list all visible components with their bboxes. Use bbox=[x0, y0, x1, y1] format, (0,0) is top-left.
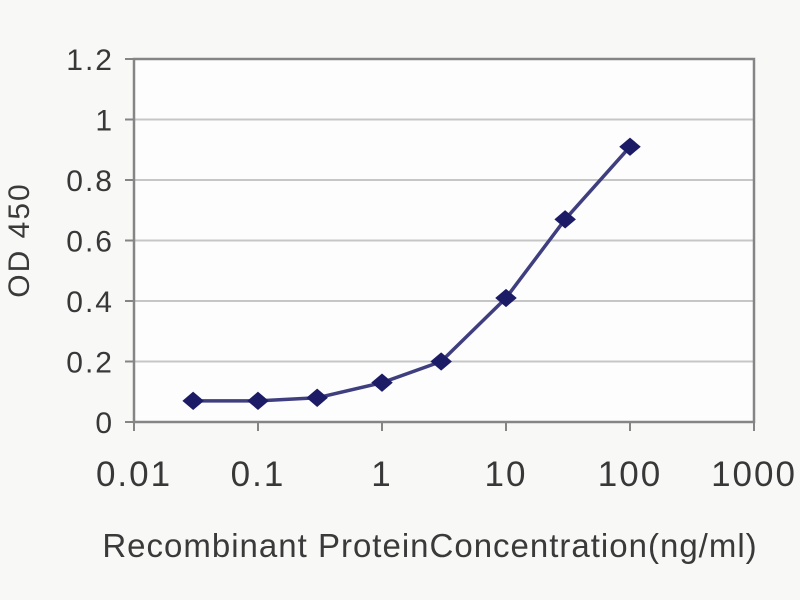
y-tick-label: 0.8 bbox=[66, 165, 114, 198]
y-tick-label: 0.2 bbox=[66, 347, 114, 380]
data-point bbox=[430, 352, 452, 371]
x-axis-title: Recombinant ProteinConcentration(ng/ml) bbox=[102, 527, 758, 564]
data-point bbox=[247, 391, 269, 410]
data-point bbox=[495, 288, 517, 308]
x-tick-label: 1000 bbox=[711, 455, 797, 494]
data-point bbox=[554, 210, 576, 229]
y-tick-label: 0 bbox=[95, 407, 114, 440]
y-tick-label: 0.4 bbox=[66, 286, 114, 319]
y-tick-label: 0.6 bbox=[66, 226, 114, 259]
x-tick-label: 0.01 bbox=[96, 455, 172, 494]
x-tick-label: 10 bbox=[485, 455, 528, 494]
data-point bbox=[371, 373, 393, 392]
data-point bbox=[182, 391, 204, 410]
x-tick-label: 0.1 bbox=[231, 455, 286, 494]
y-axis-title: OD 450 bbox=[3, 182, 36, 298]
y-tick-label: 1.2 bbox=[66, 44, 114, 77]
plot-border bbox=[132, 57, 756, 424]
data-point bbox=[306, 388, 328, 407]
y-tick-label: 1 bbox=[95, 105, 114, 138]
data-point bbox=[619, 137, 641, 156]
x-tick-label: 100 bbox=[598, 455, 662, 494]
x-tick-label: 1 bbox=[371, 455, 392, 494]
